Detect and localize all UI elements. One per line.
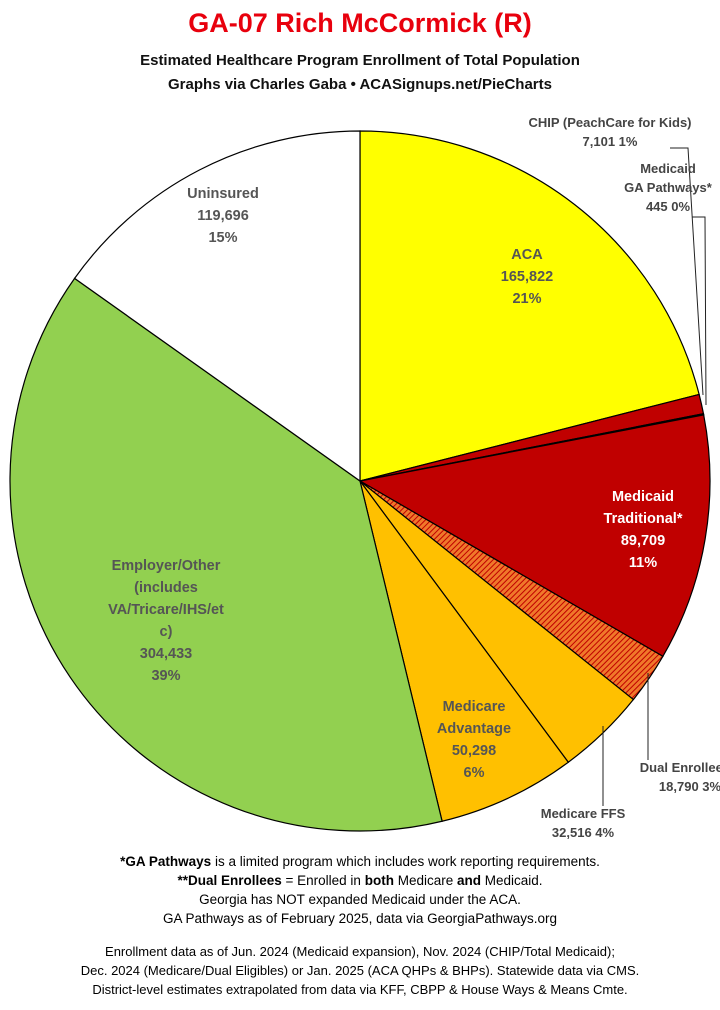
data-source-line-1: Enrollment data as of Jun. 2024 (Medicai… xyxy=(105,944,615,959)
data-source-line-3: District-level estimates extrapolated fr… xyxy=(92,982,628,997)
slice-label-line: 165,822 xyxy=(501,269,553,285)
slice-label-line: Employer/Other xyxy=(112,558,221,574)
slice-label-line: 18,790 3% xyxy=(659,779,720,794)
slice-label-chip: CHIP (PeachCare for Kids) 7,101 1% xyxy=(528,115,691,149)
slice-label-line: 39% xyxy=(151,668,180,684)
slice-label-line: GA Pathways* xyxy=(624,180,713,195)
slice-labels: ACA 165,822 21% CHIP (PeachCare for Kids) 7,… xyxy=(108,115,720,840)
slice-label-dual: Dual Enrollees** 18,790 3% xyxy=(640,760,720,794)
slice-label-line: Advantage xyxy=(437,721,511,737)
slice-label-line: Medicare xyxy=(443,699,506,715)
slice-label-line: 119,696 xyxy=(197,208,249,224)
footnote-dual: **Dual Enrollees = Enrolled in both Medi… xyxy=(177,873,543,888)
slice-label-pathways: Medicaid GA Pathways* 445 0% xyxy=(624,161,713,214)
data-source: Enrollment data as of Jun. 2024 (Medicai… xyxy=(0,942,720,999)
leader-line-pathways xyxy=(692,216,707,406)
slice-label-line: 15% xyxy=(208,230,237,246)
footnotes: *GA Pathways is a limited program which … xyxy=(0,852,720,928)
slice-label-line: Medicaid xyxy=(640,161,696,176)
slice-label-line: 89,709 xyxy=(621,533,665,549)
leader-lines xyxy=(602,147,707,806)
slice-label-line: Medicare FFS xyxy=(541,806,626,821)
slice-label-line: 6% xyxy=(464,765,485,781)
slice-label-line: 50,298 xyxy=(452,743,496,759)
slice-label-line: Medicaid xyxy=(612,489,674,505)
footnote-expansion: Georgia has NOT expanded Medicaid under … xyxy=(199,892,521,907)
slice-label-line: Dual Enrollees** xyxy=(640,760,720,775)
chart-title: GA-07 Rich McCormick (R) xyxy=(188,8,532,38)
slice-label-line: 445 0% xyxy=(646,199,691,214)
pie-slice-employer xyxy=(9,277,443,832)
slice-label-line: (includes xyxy=(134,580,198,596)
slice-label-medicaid-traditional: Medicaid Traditional* 89,709 11% xyxy=(604,489,683,571)
slice-label-line: 32,516 4% xyxy=(552,825,615,840)
slice-label-line: CHIP (PeachCare for Kids) xyxy=(528,115,691,130)
slice-label-line: VA/Tricare/IHS/et xyxy=(108,602,224,618)
footnote-pathways-source: GA Pathways as of February 2025, data vi… xyxy=(163,911,557,926)
slice-label-line: Uninsured xyxy=(187,186,259,202)
slice-label-employer: Employer/Other (includes VA/Tricare/IHS/et… xyxy=(108,558,224,684)
slice-label-medicare-advantage: Medicare Advantage 50,298 6% xyxy=(437,699,511,781)
pie-slice-uninsured xyxy=(73,130,361,483)
slice-label-uninsured: Uninsured 119,696 15% xyxy=(187,186,259,246)
pie-slice-aca xyxy=(359,130,700,482)
slice-label-line: 7,101 1% xyxy=(583,134,638,149)
pie-slice-medicare-advantage xyxy=(359,480,570,822)
pie-slices xyxy=(9,130,711,832)
slice-label-line: Traditional* xyxy=(604,511,683,527)
slice-label-medicare-ffs: Medicare FFS 32,516 4% xyxy=(541,806,626,840)
pie-slice-medicaid-traditional xyxy=(358,414,711,658)
chart-credit: Graphs via Charles Gaba • ACASignups.net… xyxy=(168,76,552,93)
slice-label-line: c) xyxy=(160,624,173,640)
leader-line-chip xyxy=(670,147,704,396)
data-source-line-2: Dec. 2024 (Medicare/Dual Eligibles) or J… xyxy=(80,963,640,978)
slice-label-aca: ACA 165,822 21% xyxy=(501,247,553,307)
slice-label-line: ACA xyxy=(511,247,543,263)
chart-subtitle: Estimated Healthcare Program Enrollment … xyxy=(140,52,580,69)
slice-label-line: 304,433 xyxy=(140,646,192,662)
slice-label-line: 21% xyxy=(512,291,541,307)
footnote-pathways: *GA Pathways is a limited program which … xyxy=(120,854,600,869)
slice-label-line: 11% xyxy=(629,555,657,571)
